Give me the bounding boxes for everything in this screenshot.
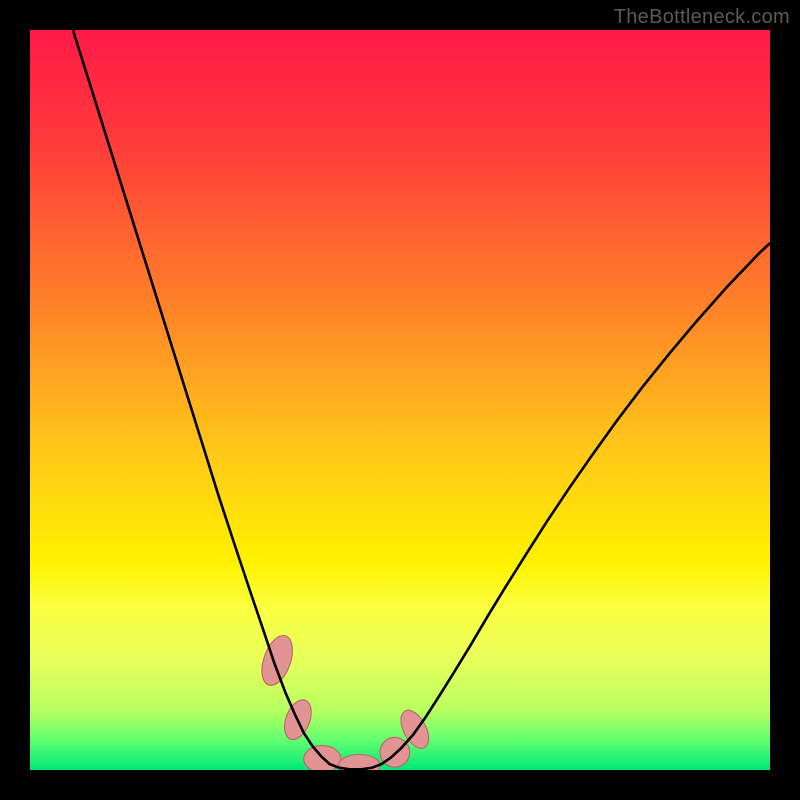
curve-marker xyxy=(395,706,434,753)
plot-area xyxy=(30,30,770,770)
bottleneck-curve xyxy=(73,30,770,769)
watermark-label: TheBottleneck.com xyxy=(614,6,790,29)
marker-group xyxy=(256,632,434,770)
chart-svg xyxy=(30,30,770,770)
curve-marker xyxy=(375,732,415,770)
curve-marker xyxy=(256,632,298,690)
curve-marker xyxy=(279,696,316,743)
curve-marker xyxy=(304,746,341,770)
curve-marker xyxy=(339,754,380,770)
